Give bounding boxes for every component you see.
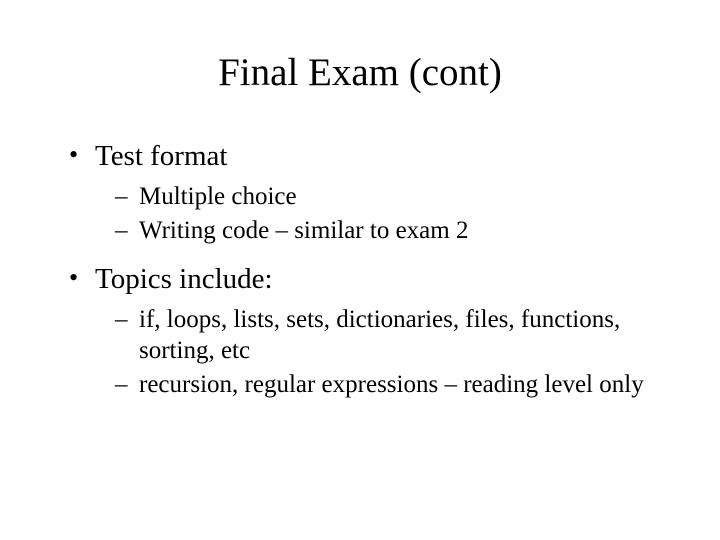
bullet-text: Test format [95, 140, 227, 172]
sub-bullet-text: Multiple choice [139, 183, 297, 210]
bullet-item: Test format Multiple choice Writing code… [65, 140, 665, 247]
sub-bullet-text: if, loops, lists, sets, dictionaries, fi… [139, 306, 620, 364]
sub-bullet-text: Writing code – similar to exam 2 [139, 217, 468, 244]
sub-bullet-item: Writing code – similar to exam 2 [115, 215, 665, 246]
sub-bullet-item: if, loops, lists, sets, dictionaries, fi… [115, 304, 665, 367]
bullet-list-level2: if, loops, lists, sets, dictionaries, fi… [95, 304, 665, 401]
bullet-item: Topics include: if, loops, lists, sets, … [65, 263, 665, 401]
bullet-list-level2: Multiple choice Writing code – similar t… [95, 181, 665, 247]
slide-title: Final Exam (cont) [55, 50, 665, 95]
sub-bullet-item: recursion, regular expressions – reading… [115, 369, 665, 400]
bullet-text: Topics include: [95, 263, 273, 295]
sub-bullet-item: Multiple choice [115, 181, 665, 212]
bullet-list-level1: Test format Multiple choice Writing code… [55, 140, 665, 400]
sub-bullet-text: recursion, regular expressions – reading… [139, 371, 644, 398]
slide: Final Exam (cont) Test format Multiple c… [0, 0, 720, 540]
